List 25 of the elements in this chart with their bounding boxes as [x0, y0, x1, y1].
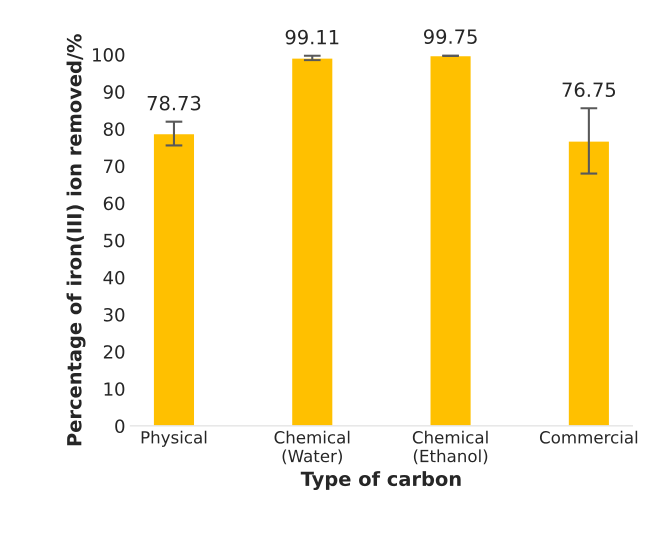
- bar: [429, 54, 472, 426]
- y-tick-label: 90: [104, 85, 124, 99]
- x-axis-title: Type of carbon: [300, 471, 461, 490]
- x-tick-label: Commercial: [540, 430, 638, 444]
- y-tick-label: 30: [104, 308, 124, 322]
- y-tick-label: 60: [104, 196, 124, 210]
- data-label: 78.73: [148, 96, 200, 110]
- data-label: 99.11: [286, 30, 338, 44]
- y-tick-label: 10: [104, 382, 124, 396]
- y-tick-label: 50: [104, 234, 124, 248]
- y-tick-label: 0: [115, 419, 124, 433]
- y-tick-label: 100: [93, 48, 124, 62]
- x-tick-label: Chemical (Water): [274, 430, 350, 464]
- y-tick-label: 40: [103, 270, 124, 284]
- y-tick-label: 70: [104, 159, 124, 174]
- x-tick-label: Physical: [142, 430, 206, 447]
- x-tick-label: Chemical (Ethanol): [412, 430, 488, 464]
- y-axis-title: Percentage of iron(III) ion removed/%: [66, 34, 86, 446]
- y-tick-label: 80: [104, 122, 124, 136]
- bar: [567, 140, 610, 426]
- data-label: 76.75: [562, 82, 616, 98]
- data-label: 99.75: [424, 29, 477, 44]
- bar: [290, 57, 334, 426]
- bar: [152, 132, 196, 426]
- y-tick-label: 20: [104, 345, 124, 359]
